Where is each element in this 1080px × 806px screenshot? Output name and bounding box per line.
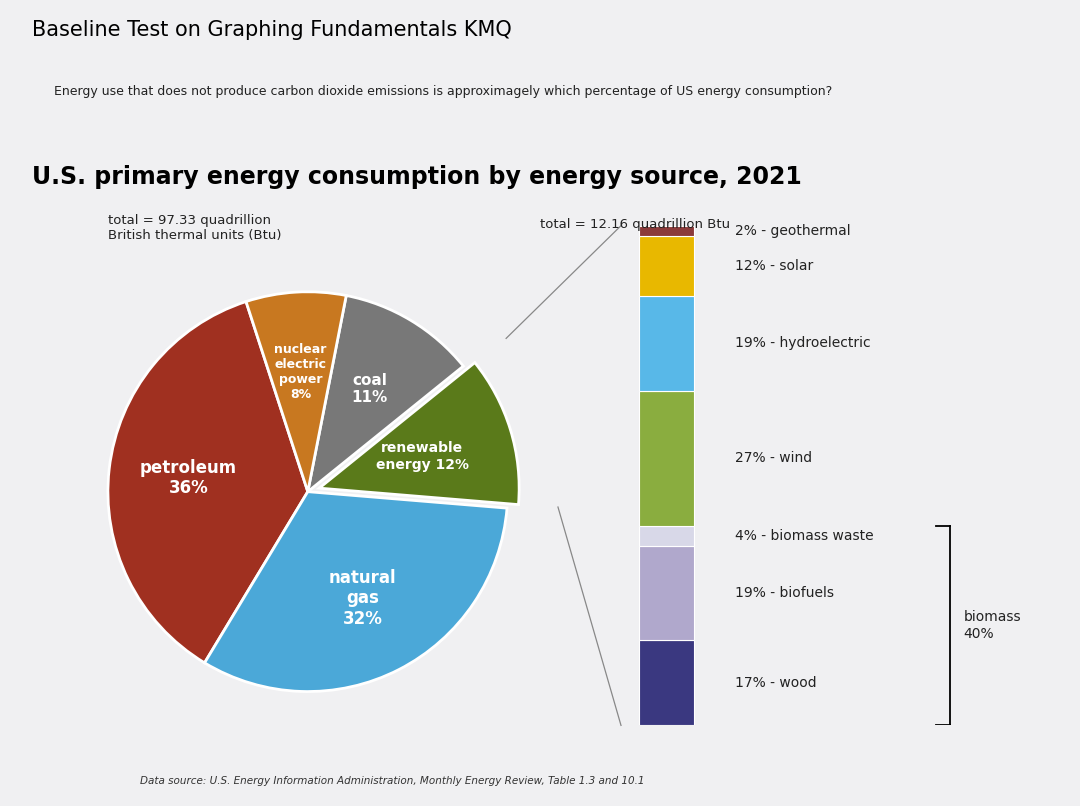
- Wedge shape: [308, 296, 463, 492]
- Bar: [639, 226, 694, 235]
- Bar: [639, 296, 694, 391]
- Bar: [639, 641, 694, 725]
- Bar: [639, 391, 694, 526]
- Bar: [639, 235, 694, 296]
- Text: 12% - solar: 12% - solar: [735, 259, 813, 272]
- Text: U.S. primary energy consumption by energy source, 2021: U.S. primary energy consumption by energ…: [32, 165, 802, 189]
- Text: 4% - biomass waste: 4% - biomass waste: [735, 529, 874, 542]
- Text: natural
gas
32%: natural gas 32%: [328, 569, 396, 628]
- Text: total = 12.16 quadrillion Btu: total = 12.16 quadrillion Btu: [540, 218, 730, 231]
- Text: 19% - hydroelectric: 19% - hydroelectric: [735, 336, 872, 350]
- Text: Data source: U.S. Energy Information Administration, Monthly Energy Review, Tabl: Data source: U.S. Energy Information Adm…: [140, 776, 645, 786]
- Text: coal
11%: coal 11%: [352, 372, 388, 405]
- Text: 27% - wind: 27% - wind: [735, 451, 812, 465]
- Text: biomass
40%: biomass 40%: [963, 610, 1022, 641]
- Wedge shape: [204, 492, 507, 692]
- Text: nuclear
electric
power
8%: nuclear electric power 8%: [274, 343, 327, 401]
- Bar: [639, 526, 694, 546]
- Wedge shape: [246, 292, 347, 492]
- Wedge shape: [108, 301, 308, 663]
- Bar: [639, 546, 694, 641]
- Text: Energy use that does not produce carbon dioxide emissions is approximagely which: Energy use that does not produce carbon …: [54, 85, 833, 98]
- Wedge shape: [320, 363, 519, 505]
- Text: 2% - geothermal: 2% - geothermal: [735, 224, 851, 238]
- Text: petroleum
36%: petroleum 36%: [140, 459, 238, 497]
- Text: 17% - wood: 17% - wood: [735, 676, 818, 690]
- Text: Baseline Test on Graphing Fundamentals KMQ: Baseline Test on Graphing Fundamentals K…: [32, 20, 512, 40]
- Text: renewable
energy 12%: renewable energy 12%: [376, 442, 469, 472]
- Text: 19% - biofuels: 19% - biofuels: [735, 586, 835, 600]
- Text: total = 97.33 quadrillion
British thermal units (Btu): total = 97.33 quadrillion British therma…: [108, 214, 282, 242]
